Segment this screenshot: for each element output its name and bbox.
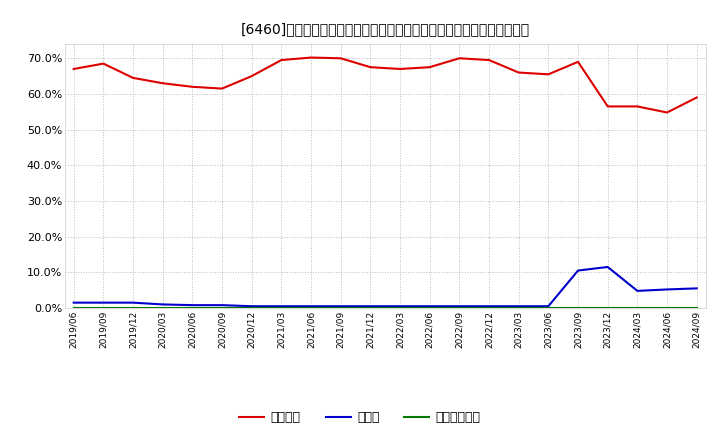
自己資本 — [129, 75, 138, 81]
自己資本 — [544, 72, 553, 77]
繰延税金資産 — [277, 305, 286, 311]
のれん — [485, 304, 493, 309]
繰延税金資産 — [544, 305, 553, 311]
繰延税金資産 — [366, 305, 374, 311]
自己資本 — [426, 65, 434, 70]
繰延税金資産 — [307, 305, 315, 311]
のれん — [277, 304, 286, 309]
自己資本 — [277, 57, 286, 62]
自己資本 — [158, 81, 167, 86]
自己資本 — [485, 57, 493, 62]
繰延税金資産 — [217, 305, 226, 311]
のれん — [396, 304, 405, 309]
のれん — [662, 287, 671, 292]
繰延税金資産 — [336, 305, 345, 311]
自己資本 — [574, 59, 582, 65]
のれん — [129, 300, 138, 305]
のれん — [366, 304, 374, 309]
Line: 自己資本: 自己資本 — [73, 58, 697, 113]
のれん — [455, 304, 464, 309]
のれん — [544, 304, 553, 309]
のれん — [693, 286, 701, 291]
のれん — [248, 304, 256, 309]
繰延税金資産 — [69, 305, 78, 311]
自己資本 — [217, 86, 226, 91]
繰延税金資産 — [693, 305, 701, 311]
繰延税金資産 — [129, 305, 138, 311]
繰延税金資産 — [158, 305, 167, 311]
繰延税金資産 — [248, 305, 256, 311]
自己資本 — [188, 84, 197, 89]
自己資本 — [307, 55, 315, 60]
Line: のれん: のれん — [73, 267, 697, 306]
のれん — [217, 303, 226, 308]
自己資本 — [99, 61, 108, 66]
繰延税金資産 — [603, 305, 612, 311]
自己資本 — [248, 73, 256, 79]
のれん — [336, 304, 345, 309]
自己資本 — [693, 95, 701, 100]
繰延税金資産 — [426, 305, 434, 311]
繰延税金資産 — [396, 305, 405, 311]
のれん — [158, 302, 167, 307]
繰延税金資産 — [99, 305, 108, 311]
自己資本 — [336, 55, 345, 61]
繰延税金資産 — [574, 305, 582, 311]
自己資本 — [662, 110, 671, 115]
のれん — [574, 268, 582, 273]
繰延税金資産 — [633, 305, 642, 311]
のれん — [307, 304, 315, 309]
Title: [6460]　自己資本、のれん、繰延税金資産の総資産に対する比率の推移: [6460] 自己資本、のれん、繰延税金資産の総資産に対する比率の推移 — [240, 22, 530, 36]
自己資本 — [366, 65, 374, 70]
繰延税金資産 — [188, 305, 197, 311]
のれん — [603, 264, 612, 270]
自己資本 — [455, 55, 464, 61]
繰延税金資産 — [662, 305, 671, 311]
のれん — [188, 303, 197, 308]
自己資本 — [396, 66, 405, 72]
のれん — [514, 304, 523, 309]
のれん — [69, 300, 78, 305]
Legend: 自己資本, のれん, 繰延税金資産: 自己資本, のれん, 繰延税金資産 — [235, 407, 485, 429]
繰延税金資産 — [485, 305, 493, 311]
自己資本 — [514, 70, 523, 75]
のれん — [99, 300, 108, 305]
自己資本 — [603, 104, 612, 109]
自己資本 — [633, 104, 642, 109]
繰延税金資産 — [514, 305, 523, 311]
のれん — [426, 304, 434, 309]
自己資本 — [69, 66, 78, 72]
のれん — [633, 288, 642, 293]
繰延税金資産 — [455, 305, 464, 311]
